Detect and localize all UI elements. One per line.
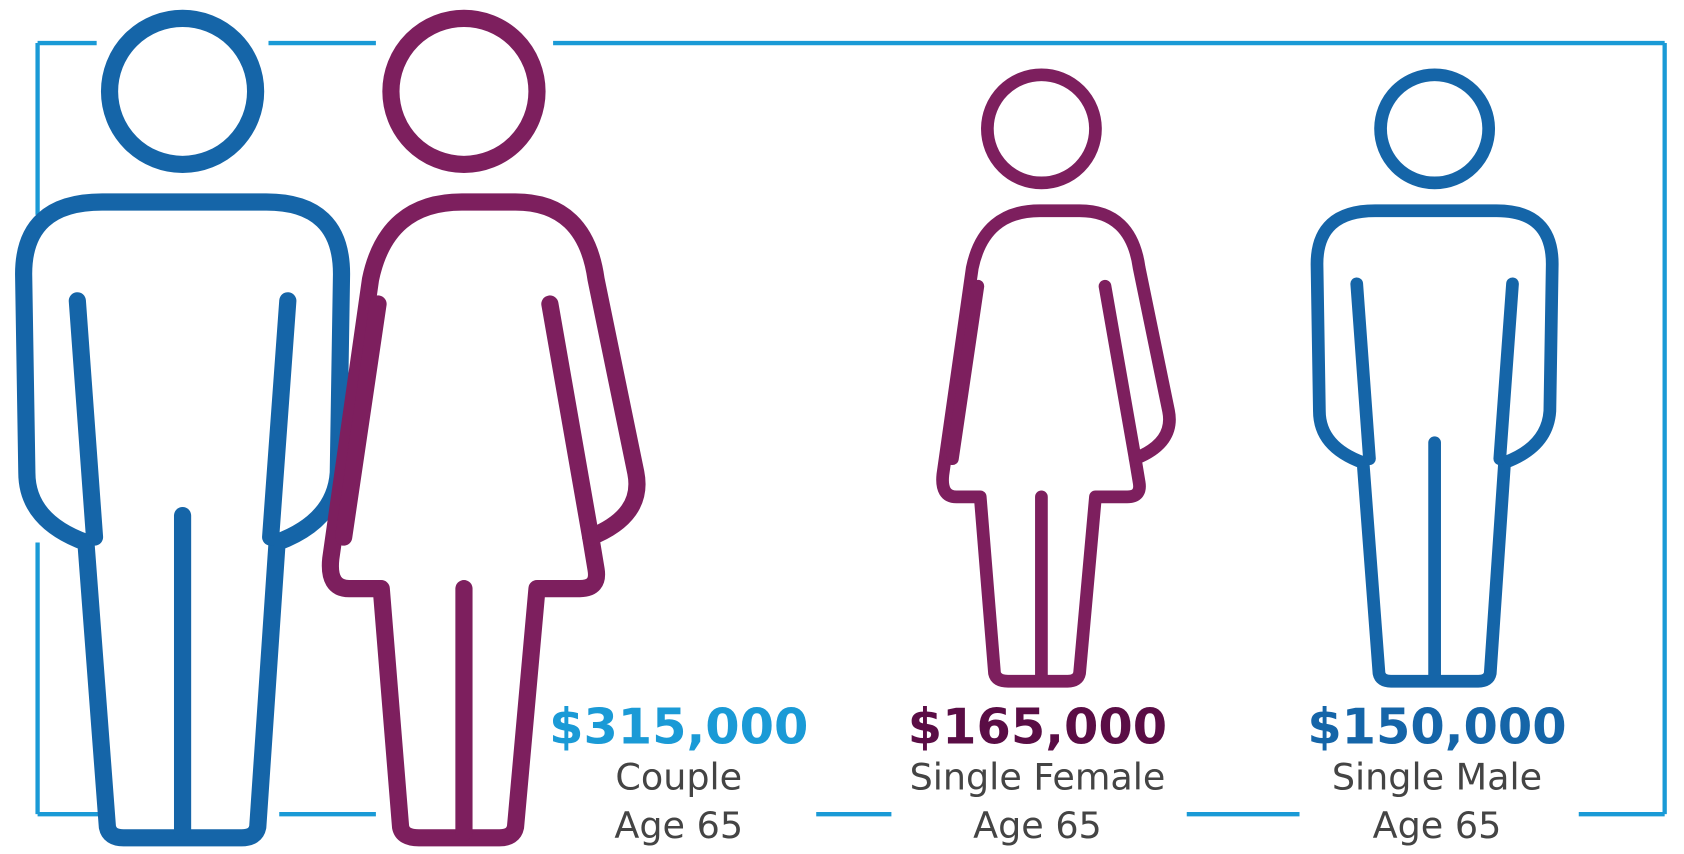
frame (35, 40, 1667, 817)
single-female-icon (943, 75, 1170, 681)
age: Age 65 (973, 804, 1102, 847)
label: Single Male (1332, 755, 1542, 798)
age: Age 65 (1373, 804, 1502, 847)
single-male-icon (1317, 75, 1552, 681)
label: Single Female (910, 755, 1166, 798)
label: Couple (615, 755, 742, 798)
age: Age 65 (614, 804, 743, 847)
couple-male-icon (24, 18, 342, 837)
amount: $165,000 (908, 697, 1167, 755)
amount: $315,000 (549, 697, 808, 755)
amount: $150,000 (1307, 697, 1566, 755)
